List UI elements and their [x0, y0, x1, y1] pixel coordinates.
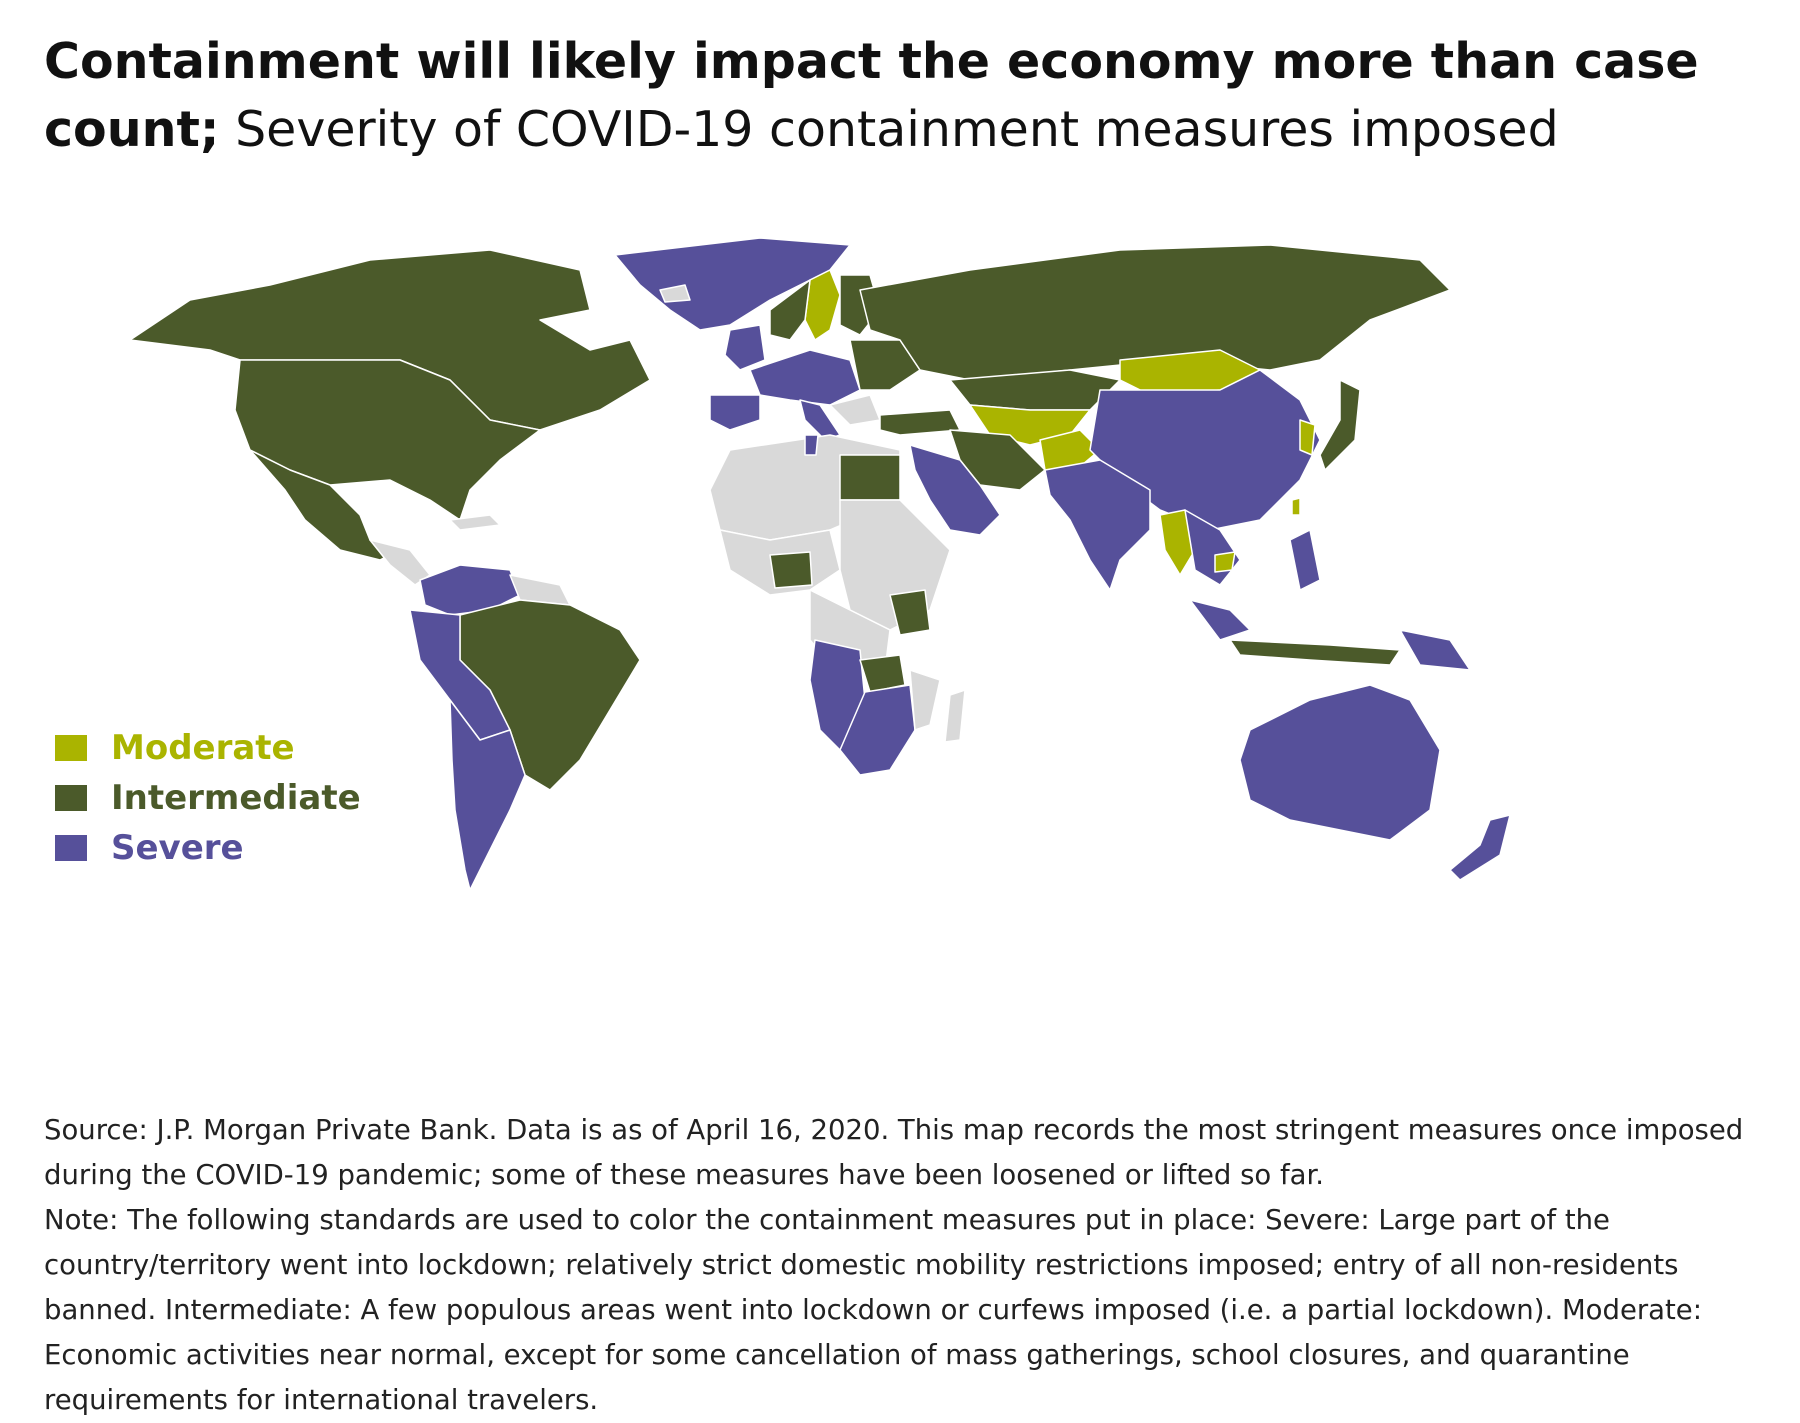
- region-caribbean: [449, 514, 501, 531]
- chart-title: Containment will likely impact the econo…: [44, 28, 1764, 164]
- region-taiwan: [1291, 497, 1301, 516]
- footnote-note: Note: The following standards are used t…: [44, 1204, 1702, 1416]
- legend-item-moderate: Moderate: [55, 728, 295, 768]
- world-map: [70, 230, 1750, 1080]
- region-nigeria: [769, 551, 813, 589]
- footnote-source: Source: J.P. Morgan Private Bank. Data i…: [44, 1114, 1744, 1191]
- region-middle-east: [909, 444, 1001, 536]
- title-bold: Containment will likely impact the econo…: [44, 33, 1699, 158]
- legend-label-intermediate: Intermediate: [111, 778, 361, 818]
- region-colombia-venezuela: [419, 564, 521, 616]
- region-egypt: [839, 454, 901, 501]
- region-new-zealand: [1449, 814, 1511, 881]
- region-russia: [859, 244, 1451, 381]
- region-malaysia-indonesia: [1189, 599, 1251, 641]
- footnote: Source: J.P. Morgan Private Bank. Data i…: [44, 1108, 1764, 1423]
- region-india-pakistan: [1044, 459, 1151, 591]
- region-iberia: [709, 394, 761, 431]
- region-myanmar: [1159, 509, 1196, 576]
- region-turkey: [879, 409, 961, 436]
- region-korea: [1299, 419, 1316, 456]
- region-indonesia: [1229, 639, 1401, 666]
- region-mozambique: [909, 669, 941, 731]
- region-kenya: [889, 589, 931, 636]
- region-chile-argentina: [449, 699, 526, 891]
- legend-item-severe: Severe: [55, 828, 244, 868]
- region-uk: [724, 324, 766, 371]
- world-map-svg: [129, 237, 1511, 891]
- region-zambia: [859, 654, 906, 693]
- region-greenland: [614, 237, 851, 331]
- region-southern-africa: [839, 684, 916, 776]
- legend-item-intermediate: Intermediate: [55, 778, 361, 818]
- region-norway-finland: [769, 279, 811, 341]
- region-cambodia: [1214, 551, 1236, 573]
- legend-label-severe: Severe: [111, 828, 244, 868]
- region-japan: [1319, 379, 1361, 471]
- legend-swatch-moderate: [55, 735, 87, 761]
- legend-swatch-intermediate: [55, 785, 87, 811]
- region-madagascar: [944, 689, 966, 743]
- legend-label-moderate: Moderate: [111, 728, 295, 768]
- region-papua-new-guinea: [1399, 629, 1471, 671]
- legend-swatch-severe: [55, 835, 87, 861]
- region-australia: [1239, 684, 1441, 841]
- region-tunisia: [804, 434, 819, 456]
- region-iceland: [659, 284, 691, 303]
- region-philippines: [1289, 529, 1321, 591]
- region-central-america: [369, 539, 431, 586]
- region-eastern-europe: [849, 339, 921, 391]
- title-subtitle: Severity of COVID-19 containment measure…: [235, 101, 1559, 158]
- region-western-europe: [749, 349, 861, 406]
